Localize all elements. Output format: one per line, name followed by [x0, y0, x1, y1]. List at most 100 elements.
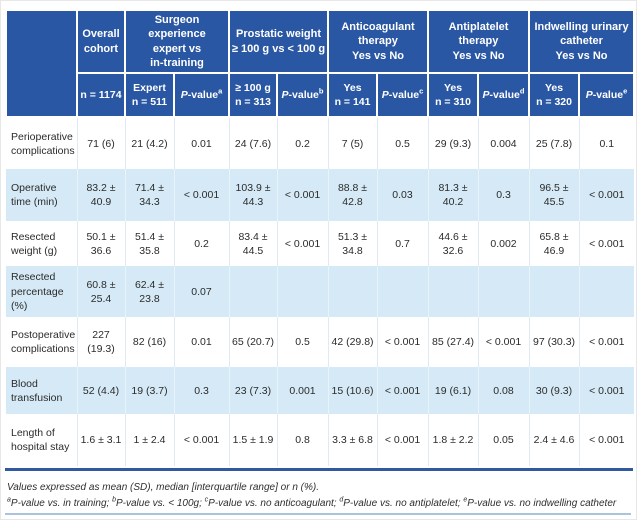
table-cell: < 0.001 [578, 221, 635, 267]
column-group-label: Indwelling urinary catheter Yes vs No [534, 21, 629, 62]
table-cell: 62.4 ± 23.8 [124, 266, 174, 318]
footnote-part: eP-value vs. no indwelling catheter [463, 496, 617, 509]
table-cell: 85 (27.4) [427, 317, 479, 368]
footnote-part: cP-value vs. no anticoagulant; [204, 496, 340, 509]
table-cell: 83.4 ± 44.5 [228, 221, 278, 267]
table-row: Length of hospital stay 1.6 ± 3.1 1 ± 2.… [6, 414, 635, 467]
table-cell: 0.05 [477, 414, 530, 467]
table-cell: 0.2 [276, 117, 329, 170]
col-group-overall-cohort: Overall cohort [76, 8, 126, 75]
table-cell: 81.3 ± 40.2 [427, 169, 479, 222]
table-cell [427, 266, 479, 318]
table-row: Resected weight (g) 50.1 ± 36.6 51.4 ± 3… [6, 221, 635, 267]
table-row: Resected percentage (%) 60.8 ± 25.4 62.4… [6, 266, 635, 318]
table-cell: 82 (16) [124, 317, 174, 368]
table-cell [477, 266, 530, 318]
divider-rule [5, 468, 633, 472]
table-cell: 44.6 ± 32.6 [427, 221, 479, 267]
subcol-weight-geq100-n: ≥ 100 g n = 313 [228, 72, 279, 119]
footnote-part: dP-value vs. no antiplatelet; [339, 496, 464, 509]
table-cell: 2.4 ± 4.6 [528, 414, 580, 467]
table-row: Perioperative complications 71 (6) 21 (4… [6, 117, 635, 170]
table-cell [528, 266, 580, 318]
table-cell: 0.3 [477, 169, 530, 222]
table-cell: < 0.001 [276, 221, 329, 267]
column-group-label: Anticoagulant therapy Yes vs No [341, 21, 415, 62]
table-cell: 96.5 ± 45.5 [528, 169, 580, 222]
table-cell: 3.3 ± 6.8 [327, 414, 378, 467]
table-cell: 42 (29.8) [327, 317, 378, 368]
subcol-pvalue-d: P-valued [477, 72, 531, 119]
table-cell: < 0.001 [578, 414, 635, 467]
table-cell: 0.01 [173, 317, 230, 368]
footnote-part: aP-value vs. in training; [7, 496, 113, 509]
table-cell: 0.03 [376, 169, 429, 222]
subcol-expert-n: Expert n = 511 [124, 72, 175, 119]
table-cell: < 0.001 [376, 317, 429, 368]
col-group-prostatic-weight: Prostatic weight ≥ 100 g vs < 100 g [228, 8, 330, 75]
table-cell: 227 (19.3) [76, 317, 125, 368]
table-cell: < 0.001 [173, 414, 230, 467]
table-cell [376, 266, 429, 318]
column-group-label: Overall cohort [82, 28, 120, 55]
table-cell: 1 ± 2.4 [124, 414, 174, 467]
table-cell: 29 (9.3) [427, 117, 479, 170]
table-cell [578, 266, 635, 318]
table-cell [228, 266, 278, 318]
table-cell: 1.5 ± 1.9 [228, 414, 278, 467]
table-cell: 30 (9.3) [528, 367, 580, 415]
table-cell: 19 (3.7) [124, 367, 174, 415]
footnote-part: bP-value vs. < 100g; [112, 496, 205, 509]
subcol-overall-n: n = 1174 [76, 72, 126, 119]
table-cell: 50.1 ± 36.6 [76, 221, 125, 267]
table-cell: 0.8 [276, 414, 329, 467]
table-cell: 65.8 ± 46.9 [528, 221, 580, 267]
footnote-pvalues-line: aP-value vs. in training; bP-value vs. <… [7, 496, 629, 512]
table-cell: < 0.001 [376, 367, 429, 415]
col-group-antiplatelet-therapy: Antiplatelet therapy Yes vs No [427, 8, 531, 75]
table-cell: 0.07 [173, 266, 230, 318]
bottom-rule [5, 513, 631, 515]
table-cell: 60.8 ± 25.4 [76, 266, 125, 318]
table-cell: 21 (4.2) [124, 117, 174, 170]
corner-cell [5, 8, 78, 119]
table-cell: 71.4 ± 34.3 [124, 169, 174, 222]
col-group-anticoagulant-therapy: Anticoagulant therapy Yes vs No [327, 8, 430, 75]
table-cell: 51.4 ± 35.8 [124, 221, 174, 267]
table-cell: < 0.001 [376, 414, 429, 467]
subcol-pvalue-c: P-valuec [376, 72, 430, 119]
footnotes: Values expressed as mean (SD), median [i… [5, 471, 631, 511]
table-cell: 0.01 [173, 117, 230, 170]
table-cell: 7 (5) [327, 117, 378, 170]
table-row: Operative time (min) 83.2 ± 40.9 71.4 ± … [6, 169, 635, 222]
footnote-values-line: Values expressed as mean (SD), median [i… [7, 482, 319, 494]
table-cell: 0.5 [376, 117, 429, 170]
table-cell: 0.3 [173, 367, 230, 415]
subcol-pvalue-a: P-valuea [172, 72, 231, 119]
row-label: Postoperative complications [6, 317, 77, 368]
table-cell: 15 (10.6) [327, 367, 378, 415]
table-cell: 0.7 [376, 221, 429, 267]
col-group-surgeon-experience: Surgeon experience expert vs in-training [123, 8, 231, 75]
column-group-label: Antiplatelet therapy Yes vs No [448, 21, 509, 62]
table-cell: 0.5 [276, 317, 329, 368]
subcol-pvalue-b: P-valueb [276, 72, 330, 119]
row-label: Resected weight (g) [6, 221, 77, 267]
row-label: Blood transfusion [6, 367, 77, 415]
table-cell: 52 (4.4) [76, 367, 125, 415]
table-cell: 0.08 [477, 367, 530, 415]
table-cell: 71 (6) [76, 117, 125, 170]
table-cell: 0.2 [173, 221, 230, 267]
col-group-indwelling-catheter: Indwelling urinary catheter Yes vs No [528, 8, 636, 75]
header-group-row: Overall cohort Surgeon experience expert… [5, 8, 636, 119]
table-cell: 19 (6.1) [427, 367, 479, 415]
row-label: Resected percentage (%) [6, 266, 77, 318]
table-cell: 51.3 ± 34.8 [327, 221, 378, 267]
table-cell: 25 (7.8) [528, 117, 580, 170]
table-cell: 24 (7.6) [228, 117, 278, 170]
table-cell: 97 (30.3) [528, 317, 580, 368]
column-group-label: Prostatic weight ≥ 100 g vs < 100 g [231, 28, 326, 55]
table-row: Postoperative complications 227 (19.3) 8… [6, 317, 635, 368]
table-cell: < 0.001 [578, 169, 635, 222]
